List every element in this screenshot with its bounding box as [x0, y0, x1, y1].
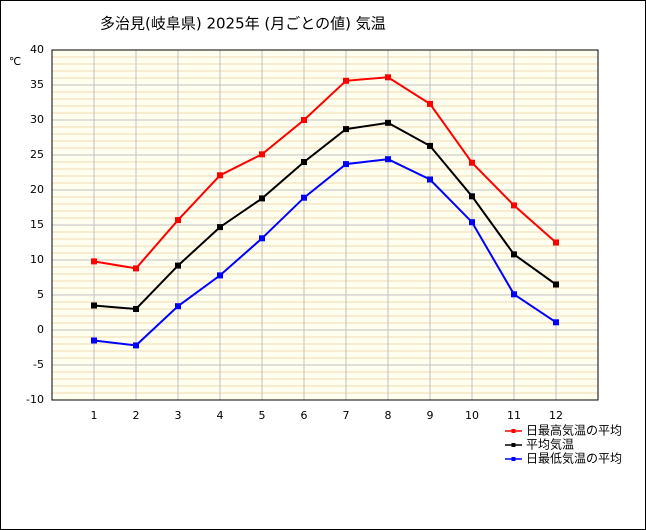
- marker: [511, 291, 517, 298]
- marker: [259, 195, 265, 202]
- y-tick-label: 35: [30, 78, 44, 91]
- marker: [553, 239, 559, 246]
- marker: [259, 151, 265, 158]
- legend-marker: [511, 457, 516, 461]
- marker: [301, 117, 307, 123]
- marker: [217, 172, 223, 179]
- marker: [511, 202, 517, 209]
- line: [93, 76, 557, 270]
- marker: [343, 161, 349, 168]
- marker: [175, 262, 181, 269]
- y-tick-label: 0: [37, 323, 44, 336]
- y-tick-label: 10: [30, 253, 44, 266]
- chart-title: 多治見(岐阜県) 2025年 (月ごとの値) 気温: [100, 15, 386, 33]
- x-tick-label: 12: [549, 409, 563, 422]
- legend-label: 日最高気温の平均: [526, 423, 622, 438]
- marker: [385, 74, 391, 81]
- x-tick-label: 5: [259, 409, 266, 422]
- y-tick-label: 5: [37, 288, 44, 301]
- marker: [469, 193, 475, 200]
- y-tick-label: 15: [30, 218, 44, 231]
- y-tick-label: 20: [30, 183, 44, 196]
- y-tick-label: -10: [26, 393, 44, 406]
- x-tick-label: 1: [91, 409, 98, 422]
- marker: [385, 156, 391, 163]
- marker: [175, 303, 181, 310]
- marker: [427, 100, 433, 107]
- marker: [301, 159, 307, 165]
- plot-border: [51, 49, 599, 401]
- marker: [469, 159, 475, 166]
- marker: [175, 217, 181, 224]
- x-tick-label: 9: [427, 409, 434, 422]
- marker: [91, 302, 97, 309]
- x-tick-label: 8: [385, 409, 392, 422]
- marker: [133, 265, 139, 272]
- marker: [427, 142, 433, 149]
- marker: [133, 342, 139, 349]
- y-tick-label: 40: [30, 43, 44, 56]
- x-tick-label: 4: [217, 409, 224, 422]
- x-tick-label: 7: [343, 409, 350, 422]
- line: [93, 158, 557, 347]
- marker: [133, 306, 139, 312]
- line: [93, 121, 557, 311]
- x-tick-label: 2: [133, 409, 140, 422]
- x-tick-label: 6: [301, 409, 308, 422]
- marker: [91, 258, 97, 265]
- marker: [427, 176, 433, 183]
- marker: [343, 126, 349, 133]
- y-tick-label: -5: [33, 358, 44, 371]
- marker: [217, 224, 223, 231]
- y-tick-label: 25: [30, 148, 44, 161]
- marker: [301, 194, 307, 201]
- y-axis-label: ℃: [9, 55, 21, 68]
- legend-marker: [511, 429, 516, 433]
- legend-marker: [511, 443, 516, 447]
- x-tick-label: 3: [175, 409, 182, 422]
- marker: [469, 219, 475, 226]
- x-tick-label: 10: [465, 409, 479, 422]
- marker: [385, 119, 391, 126]
- y-tick-label: 30: [30, 113, 44, 126]
- x-tick-label: 11: [507, 409, 521, 422]
- marker: [511, 251, 517, 258]
- legend-label: 平均気温: [526, 437, 574, 452]
- marker: [553, 281, 559, 288]
- marker: [259, 235, 265, 242]
- marker: [343, 77, 349, 84]
- marker: [217, 272, 223, 279]
- legend-label: 日最低気温の平均: [526, 451, 622, 466]
- marker: [553, 319, 559, 326]
- marker: [91, 337, 97, 344]
